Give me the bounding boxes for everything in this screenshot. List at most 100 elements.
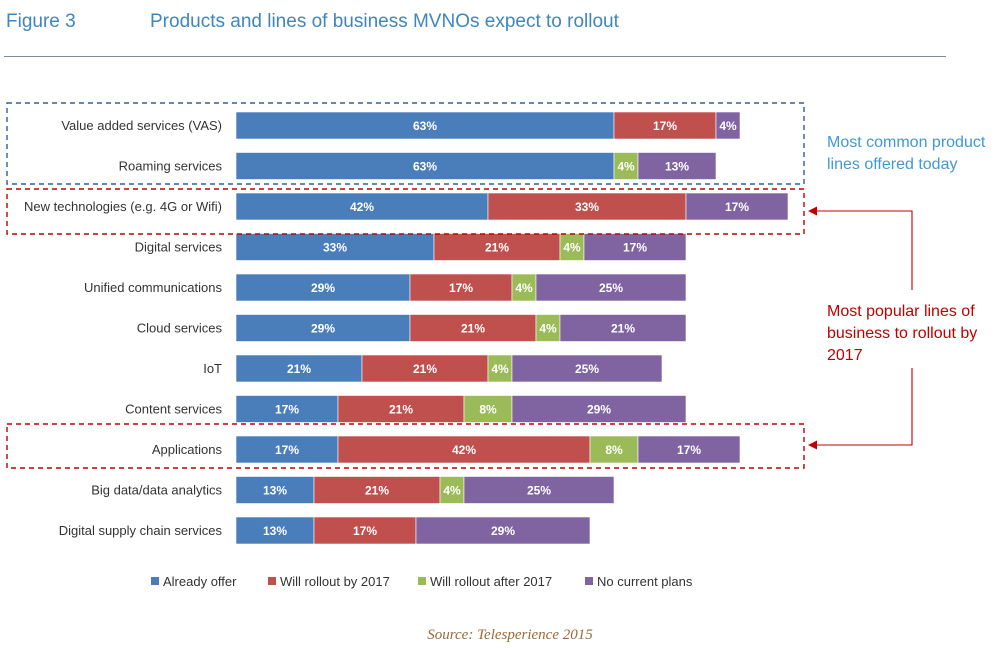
bar-segment-rollout-after-2017 [511, 273, 537, 302]
data-label: 13% [263, 524, 287, 538]
data-label: 63% [413, 160, 437, 174]
category-label: Digital services [135, 240, 223, 255]
bar-segment-no-current-plans [535, 273, 687, 302]
bar-segment-rollout-by-2017 [409, 314, 537, 342]
data-label: 33% [323, 241, 347, 255]
bar-segment-no-current-plans [637, 152, 717, 180]
legend-label: Will rollout by 2017 [280, 574, 390, 589]
bar-segment-no-current-plans [583, 233, 687, 261]
data-label: 29% [587, 403, 611, 417]
bar-segment-already-offer [235, 354, 363, 383]
legend-label: Already offer [163, 574, 237, 589]
annotation-common-today: Most common product [827, 134, 986, 151]
arrowhead-icon [808, 206, 817, 216]
data-label: 17% [725, 200, 749, 214]
bar-segment-rollout-after-2017 [487, 354, 513, 383]
data-label: 17% [275, 403, 299, 417]
annotation-common-today: lines offered today [827, 156, 957, 173]
bar-segment-already-offer [235, 314, 411, 342]
category-label: IoT [203, 361, 222, 376]
data-label: 63% [413, 119, 437, 133]
data-label: 33% [575, 200, 599, 214]
data-label: 21% [413, 362, 437, 376]
data-label: 25% [527, 484, 551, 498]
connector-line-top [816, 210, 913, 290]
figure-label: Figure 3 [6, 11, 76, 32]
annotation-popular-rollout: business to rollout by [827, 325, 977, 342]
data-label: 21% [389, 403, 413, 417]
data-label: 17% [623, 241, 647, 255]
data-label: 4% [491, 362, 509, 376]
highlight-box-new-technologies [6, 188, 805, 235]
bar-segment-rollout-after-2017 [535, 314, 561, 342]
source-note: Source: Telesperience 2015 [427, 627, 593, 643]
bar-segment-rollout-by-2017 [409, 273, 513, 302]
bar-segment-no-current-plans [463, 476, 615, 504]
bar-segment-rollout-by-2017 [361, 354, 489, 383]
data-label: 17% [275, 443, 299, 457]
title-divider [4, 56, 946, 57]
bar-segment-already-offer [235, 476, 315, 504]
category-label: Big data/data analytics [91, 483, 222, 498]
bar-segment-no-current-plans [415, 516, 591, 545]
data-label: 4% [563, 241, 581, 255]
annotation-popular-rollout: Most popular lines of [827, 303, 975, 320]
data-label: 21% [365, 484, 389, 498]
data-label: 4% [539, 322, 557, 336]
data-label: 17% [353, 524, 377, 538]
bar-segment-no-current-plans [685, 192, 789, 221]
legend-label: No current plans [597, 574, 693, 589]
legend-swatch-already-offer [151, 577, 159, 585]
category-label: Applications [152, 442, 223, 457]
bar-segment-rollout-by-2017 [337, 395, 465, 423]
bar-segment-rollout-by-2017 [337, 435, 591, 464]
bar-segment-already-offer [235, 395, 339, 423]
data-label: 29% [311, 281, 335, 295]
data-label: 17% [653, 119, 677, 133]
bar-segment-already-offer [235, 233, 435, 261]
bar-segment-already-offer [235, 516, 315, 545]
data-label: 13% [665, 160, 689, 174]
bar-segment-no-current-plans [559, 314, 687, 342]
bar-segment-already-offer [235, 192, 489, 221]
legend-swatch-rollout-after-2017 [418, 577, 426, 585]
highlight-box-current-offerings [6, 102, 805, 185]
chart-title: Products and lines of business MVNOs exp… [150, 11, 619, 32]
data-label: 8% [479, 403, 497, 417]
data-label: 42% [350, 200, 374, 214]
category-label: New technologies (e.g. 4G or Wifi) [24, 199, 222, 214]
legend-label: Will rollout after 2017 [430, 574, 552, 589]
category-label: Value added services (VAS) [61, 118, 222, 133]
bar-segment-rollout-after-2017 [559, 233, 585, 261]
category-label: Content services [125, 402, 222, 417]
data-label: 21% [461, 322, 485, 336]
data-label: 42% [452, 443, 476, 457]
bar-segment-no-current-plans [511, 395, 687, 423]
bar-segment-no-current-plans [715, 111, 741, 140]
data-label: 21% [287, 362, 311, 376]
data-label: 17% [449, 281, 473, 295]
legend-swatch-no-current-plans [585, 577, 593, 585]
bar-segment-rollout-after-2017 [463, 395, 513, 423]
data-label: 4% [617, 160, 635, 174]
bar-segment-no-current-plans [637, 435, 741, 464]
data-label: 29% [311, 322, 335, 336]
bar-segment-no-current-plans [511, 354, 663, 383]
bar-segment-already-offer [235, 435, 339, 464]
bar-segment-already-offer [235, 111, 615, 140]
bar-segment-rollout-by-2017 [613, 111, 717, 140]
bar-segment-rollout-by-2017 [313, 516, 417, 545]
data-label: 4% [719, 119, 737, 133]
data-label: 25% [599, 281, 623, 295]
legend-swatch-rollout-by-2017 [268, 577, 276, 585]
data-label: 29% [491, 524, 515, 538]
connector-line-bottom [816, 368, 913, 446]
bar-segment-rollout-by-2017 [313, 476, 441, 504]
bar-segment-already-offer [235, 273, 411, 302]
bar-segment-rollout-after-2017 [589, 435, 639, 464]
highlight-box-applications [6, 423, 805, 469]
data-label: 4% [515, 281, 533, 295]
bar-segment-rollout-after-2017 [439, 476, 465, 504]
data-label: 13% [263, 484, 287, 498]
